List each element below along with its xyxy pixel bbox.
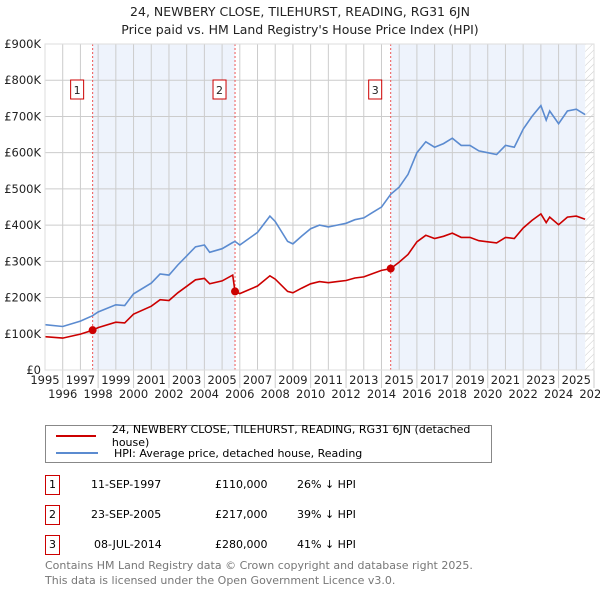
x-tick-label: 2017 bbox=[420, 373, 449, 387]
x-tick-label: 2003 bbox=[172, 373, 201, 387]
sale-row: 1 11-SEP-1997 £110,000 26% ↓ HPI bbox=[45, 475, 495, 495]
x-tick-label: 1997 bbox=[66, 373, 95, 387]
sale-marker-label: 3 bbox=[45, 535, 60, 555]
x-tick-label: 2009 bbox=[278, 373, 307, 387]
y-tick-label: £300K bbox=[4, 254, 41, 268]
y-tick-label: £600K bbox=[4, 146, 41, 160]
y-tick-label: £0 bbox=[26, 363, 41, 377]
chart-title: 24, NEWBERY CLOSE, TILEHURST, READING, R… bbox=[130, 4, 470, 19]
x-tick-label: 2020 bbox=[473, 387, 502, 401]
x-tick-label: 2000 bbox=[119, 387, 148, 401]
sale-marker-label: 2 bbox=[45, 505, 60, 525]
chart-subtitle: Price paid vs. HM Land Registry's House … bbox=[121, 22, 479, 37]
sale-marker-number: 2 bbox=[216, 84, 223, 97]
x-tick-label: 2026 bbox=[579, 387, 600, 401]
x-tick-label: 2015 bbox=[385, 373, 414, 387]
sale-hpi-diff: 39% ↓ HPI bbox=[297, 508, 356, 521]
x-tick-label: 1995 bbox=[30, 373, 59, 387]
x-tick-label: 2023 bbox=[526, 373, 555, 387]
legend: 24, NEWBERY CLOSE, TILEHURST, READING, R… bbox=[45, 423, 492, 463]
sale-marker-box bbox=[368, 79, 383, 100]
x-tick-label: 2001 bbox=[137, 373, 166, 387]
sale-row: 3 08-JUL-2014 £280,000 41% ↓ HPI bbox=[45, 535, 495, 555]
forecast-hatch bbox=[585, 44, 594, 370]
y-tick-label: £900K bbox=[4, 37, 41, 51]
x-tick-label: 2014 bbox=[367, 387, 396, 401]
sale-point bbox=[88, 326, 97, 335]
x-tick-label: 2013 bbox=[349, 373, 378, 387]
x-tick-label: 2021 bbox=[491, 373, 520, 387]
plot-border bbox=[44, 43, 595, 371]
sale-date: 11-SEP-1997 bbox=[91, 478, 162, 491]
sale-marker-label: 1 bbox=[45, 475, 60, 495]
footer-licence: This data is licensed under the Open Gov… bbox=[45, 574, 396, 587]
sale-marker-box bbox=[212, 79, 227, 100]
sale-date: 08-JUL-2014 bbox=[94, 538, 162, 551]
shaded-period bbox=[92, 44, 236, 370]
x-tick-label: 2018 bbox=[438, 387, 467, 401]
sale-marker-number: 3 bbox=[372, 84, 379, 97]
x-tick-label: 2002 bbox=[154, 387, 183, 401]
y-tick-label: £100K bbox=[4, 327, 41, 341]
sale-date: 23-SEP-2005 bbox=[91, 508, 162, 521]
legend-swatch bbox=[56, 435, 96, 437]
sale-price: £110,000 bbox=[215, 478, 268, 491]
sale-hpi-diff: 26% ↓ HPI bbox=[297, 478, 356, 491]
sale-point bbox=[231, 287, 240, 296]
property-price-line bbox=[44, 212, 586, 339]
legend-item-hpi: HPI: Average price, detached house, Read… bbox=[56, 445, 362, 461]
sale-hpi-diff: 41% ↓ HPI bbox=[297, 538, 356, 551]
price-chart: 1995199619971998199920002001200220032004… bbox=[4, 37, 600, 401]
x-tick-label: 1998 bbox=[83, 387, 112, 401]
x-tick-label: 2007 bbox=[243, 373, 272, 387]
x-tick-label: 2004 bbox=[190, 387, 219, 401]
y-tick-label: £800K bbox=[4, 73, 41, 87]
legend-swatch bbox=[56, 452, 98, 454]
sale-price: £280,000 bbox=[215, 538, 268, 551]
y-tick-label: £400K bbox=[4, 218, 41, 232]
sale-marker-number: 1 bbox=[74, 84, 81, 97]
footer-copyright: Contains HM Land Registry data © Crown c… bbox=[45, 559, 473, 572]
x-tick-label: 2008 bbox=[261, 387, 290, 401]
sale-price: £217,000 bbox=[215, 508, 268, 521]
x-tick-label: 2006 bbox=[225, 387, 254, 401]
x-tick-label: 2024 bbox=[544, 387, 573, 401]
sale-marker-box bbox=[70, 79, 85, 100]
x-tick-label: 2022 bbox=[509, 387, 538, 401]
legend-item-property: 24, NEWBERY CLOSE, TILEHURST, READING, R… bbox=[56, 423, 491, 449]
x-tick-label: 2010 bbox=[296, 387, 325, 401]
x-tick-label: 1996 bbox=[48, 387, 77, 401]
y-tick-label: £500K bbox=[4, 182, 41, 196]
y-tick-label: £700K bbox=[4, 109, 41, 123]
x-tick-label: 2016 bbox=[402, 387, 431, 401]
x-tick-label: 2012 bbox=[331, 387, 360, 401]
x-tick-label: 2005 bbox=[207, 373, 236, 387]
x-tick-label: 2011 bbox=[314, 373, 343, 387]
x-tick-label: 2019 bbox=[455, 373, 484, 387]
legend-label: HPI: Average price, detached house, Read… bbox=[114, 446, 363, 460]
x-tick-label: 2025 bbox=[562, 373, 591, 387]
x-tick-label: 1999 bbox=[101, 373, 130, 387]
y-tick-label: £200K bbox=[4, 291, 41, 305]
sale-point bbox=[386, 264, 395, 273]
hpi-line bbox=[44, 104, 586, 328]
legend-label: 24, NEWBERY CLOSE, TILEHURST, READING, R… bbox=[111, 423, 471, 449]
sale-row: 2 23-SEP-2005 £217,000 39% ↓ HPI bbox=[45, 505, 495, 525]
